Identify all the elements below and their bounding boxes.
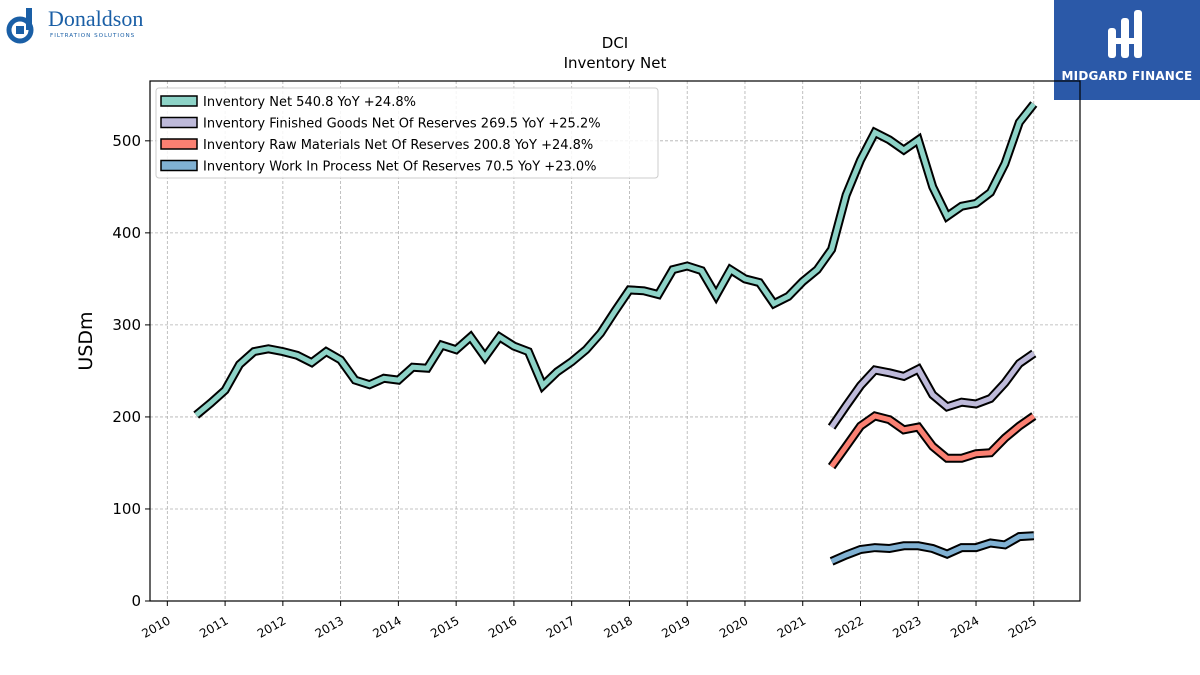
donaldson-emblem-icon <box>6 8 34 44</box>
y-tick-label: 500 <box>112 132 141 150</box>
x-tick-label: 2019 <box>659 613 692 640</box>
y-tick-label: 100 <box>112 500 141 518</box>
plot-frame <box>149 80 1081 602</box>
series-line <box>830 533 1034 564</box>
midgard-emblem-icon <box>1108 10 1142 58</box>
x-tick-label: 2024 <box>948 613 981 640</box>
legend-label: Inventory Raw Materials Net Of Reserves … <box>203 138 593 153</box>
y-axis: 0 100 200 300 400 500 <box>112 132 150 610</box>
legend-swatch <box>160 159 198 172</box>
legend-swatch <box>160 95 198 107</box>
legend-label: Inventory Finished Goods Net Of Reserves… <box>203 117 601 132</box>
x-tick-label: 2013 <box>313 613 346 640</box>
series-1 <box>827 349 1037 430</box>
series-lines <box>193 101 1038 566</box>
x-tick-label: 2015 <box>428 613 461 640</box>
chart-subtitle: Inventory Net <box>564 54 667 72</box>
chart-title: DCI <box>602 34 628 52</box>
legend-box <box>155 87 659 179</box>
series-2 <box>827 411 1037 470</box>
series-line <box>194 102 1036 418</box>
legend-swatch <box>160 138 198 150</box>
x-tick-label: 2022 <box>833 613 866 640</box>
legend: Inventory Net 540.8 YoY +24.8% Inventory … <box>155 87 659 179</box>
y-tick-label: 0 <box>131 592 141 610</box>
donaldson-tagline: FILTRATION SOLUTIONS <box>50 33 135 39</box>
series-0 <box>193 101 1038 419</box>
legend-swatch <box>160 116 198 129</box>
legend-label: Inventory Work In Process Net Of Reserve… <box>203 160 597 175</box>
x-tick-label: 2017 <box>544 613 577 640</box>
donaldson-logo: Donaldson FILTRATION SOLUTIONS <box>6 6 143 44</box>
series-line <box>829 413 1036 469</box>
donaldson-wordmark: Donaldson <box>48 6 143 31</box>
x-tick-label: 2018 <box>601 613 634 640</box>
y-tick-label: 200 <box>112 408 141 426</box>
series-3 <box>829 531 1035 566</box>
y-tick-label: 300 <box>112 316 141 334</box>
y-tick-label: 400 <box>112 224 141 242</box>
x-tick-label: 2014 <box>370 613 403 640</box>
y-axis-label: USDm <box>75 311 97 370</box>
x-tick-label: 2011 <box>197 613 230 640</box>
midgard-finance-label: MIDGARD FINANCE <box>1061 69 1193 83</box>
x-tick-label: 2023 <box>890 613 923 640</box>
x-axis: 2010 2011 2012 2013 2014 2015 2016 2017 2018 2019… <box>139 601 1039 641</box>
x-tick-label: 2010 <box>139 613 172 640</box>
x-tick-label: 2016 <box>486 613 519 640</box>
midgard-finance-logo: MIDGARD FINANCE <box>1054 0 1200 100</box>
x-tick-label: 2021 <box>775 613 808 640</box>
series-line <box>829 351 1036 429</box>
legend-label: Inventory Net 540.8 YoY +24.8% <box>203 95 416 110</box>
x-tick-label: 2012 <box>255 613 288 640</box>
x-tick-label: 2025 <box>1006 613 1039 640</box>
x-tick-label: 2020 <box>717 613 750 640</box>
